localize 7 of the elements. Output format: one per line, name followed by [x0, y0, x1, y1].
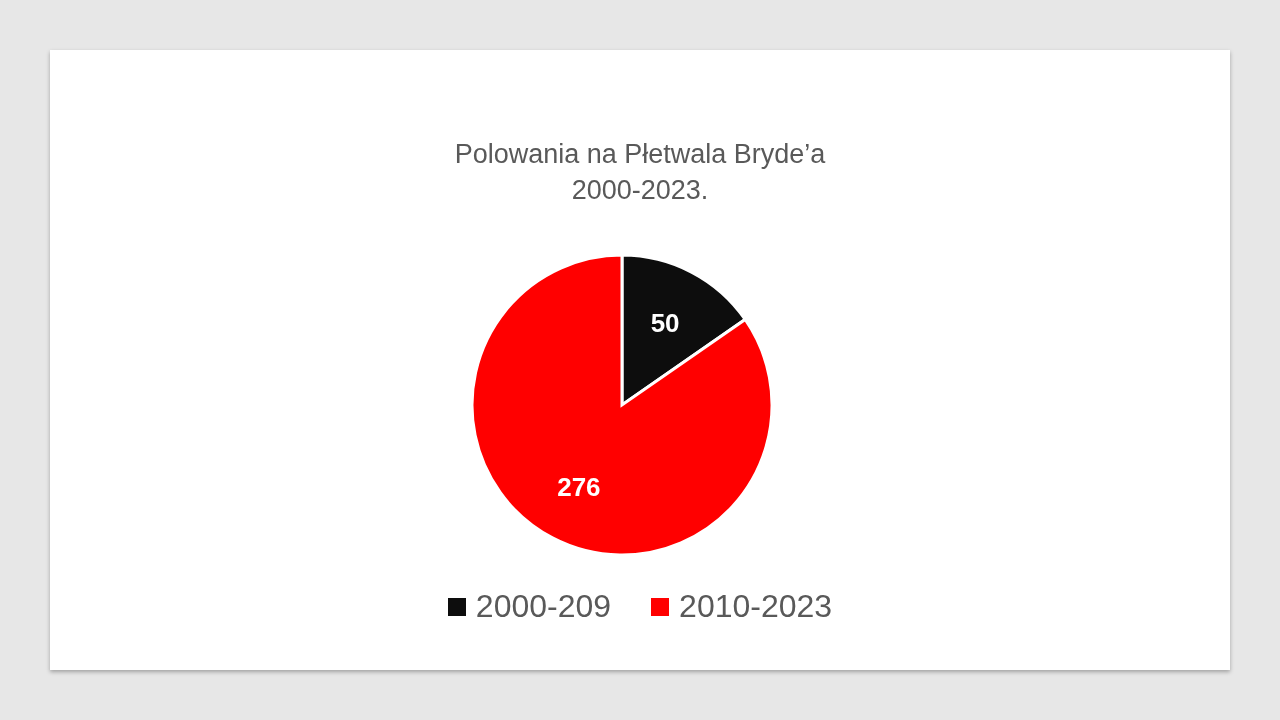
- chart-title: Polowania na Płetwala Bryde’a: [453, 138, 827, 171]
- legend-label: 2000-209: [475, 588, 612, 625]
- chart-subtitle: 2000-2023.: [570, 174, 710, 207]
- pie-slice: [470, 253, 774, 557]
- data-label: 50: [650, 307, 680, 338]
- data-label: 276: [557, 472, 601, 503]
- legend-label: 2010-2023: [679, 588, 833, 625]
